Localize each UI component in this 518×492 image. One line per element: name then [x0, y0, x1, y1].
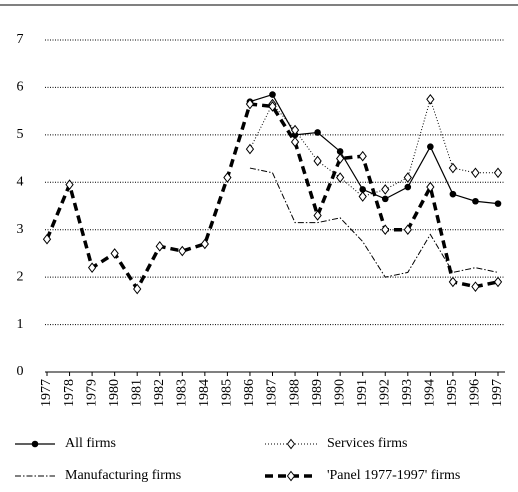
point — [404, 183, 412, 191]
point — [245, 98, 255, 110]
series-line — [249, 167, 499, 278]
point — [449, 190, 457, 198]
point — [65, 179, 74, 190]
point — [403, 224, 412, 236]
x-tick-label: 1980 — [107, 379, 122, 407]
point — [178, 245, 187, 257]
legend-label: Services firms — [327, 436, 407, 451]
x-tick-label: 1982 — [152, 379, 167, 407]
point — [472, 197, 479, 205]
x-tick-label: 1988 — [287, 379, 302, 407]
x-tick-label: 1987 — [265, 379, 280, 407]
point — [200, 238, 209, 250]
point — [358, 191, 367, 202]
point — [269, 91, 276, 98]
point — [290, 136, 300, 148]
legend-marker — [286, 470, 296, 482]
point — [268, 101, 277, 112]
legend-marker — [31, 440, 39, 448]
legend-label: Manufacturing firms — [65, 468, 181, 483]
legend-label: All firms — [65, 436, 116, 451]
y-tick-label: 7 — [17, 32, 24, 47]
point — [336, 172, 345, 183]
point — [133, 283, 142, 295]
point — [493, 276, 503, 288]
x-tick-label: 1994 — [423, 379, 438, 407]
series-line — [45, 102, 499, 293]
point — [155, 240, 164, 252]
y-tick-label: 6 — [17, 80, 24, 95]
point — [87, 262, 97, 273]
point — [336, 148, 344, 155]
x-tick-label: 1995 — [445, 379, 460, 407]
legend-label: 'Panel 1977-1997' firms — [327, 468, 460, 483]
x-tick-label: 1978 — [62, 379, 77, 407]
x-tick-label: 1986 — [242, 379, 257, 407]
point — [358, 150, 367, 162]
point — [426, 181, 435, 193]
y-tick-label: 4 — [17, 175, 24, 190]
point — [448, 276, 458, 288]
legend-marker — [286, 438, 296, 450]
x-tick-label: 1981 — [129, 379, 144, 407]
point — [471, 281, 480, 292]
point — [427, 143, 434, 151]
point — [336, 153, 345, 164]
x-tick-label: 1977 — [39, 379, 54, 407]
x-tick-label: 1983 — [175, 379, 190, 407]
x-tick-label: 1990 — [332, 379, 347, 407]
point — [42, 233, 52, 245]
point — [403, 172, 412, 183]
point — [313, 155, 322, 167]
point — [493, 167, 503, 179]
x-tick-label: 1991 — [355, 379, 370, 407]
y-tick-label: 3 — [17, 222, 24, 237]
y-tick-label: 0 — [17, 364, 24, 379]
x-tick-label: 1993 — [400, 379, 415, 407]
point — [110, 248, 119, 259]
y-tick-label: 2 — [17, 269, 24, 284]
point — [290, 124, 300, 136]
point — [359, 186, 367, 193]
y-tick-label: 1 — [17, 317, 24, 332]
x-tick-label: 1979 — [84, 379, 99, 407]
point — [381, 224, 390, 236]
y-tick-label: 5 — [17, 127, 24, 142]
point — [426, 93, 435, 105]
point — [223, 172, 232, 183]
point — [313, 210, 322, 221]
x-tick-label: 1992 — [377, 379, 392, 407]
x-tick-label: 1984 — [197, 379, 212, 407]
point — [494, 200, 502, 207]
x-tick-label: 1997 — [490, 379, 505, 407]
point — [381, 184, 390, 195]
point — [448, 162, 458, 174]
point — [471, 167, 480, 179]
x-tick-label: 1985 — [220, 379, 235, 407]
point — [245, 143, 255, 155]
x-tick-label: 1996 — [468, 379, 483, 407]
series-line — [249, 93, 499, 205]
x-tick-label: 1989 — [310, 379, 325, 407]
point — [314, 129, 321, 136]
point — [381, 195, 389, 203]
